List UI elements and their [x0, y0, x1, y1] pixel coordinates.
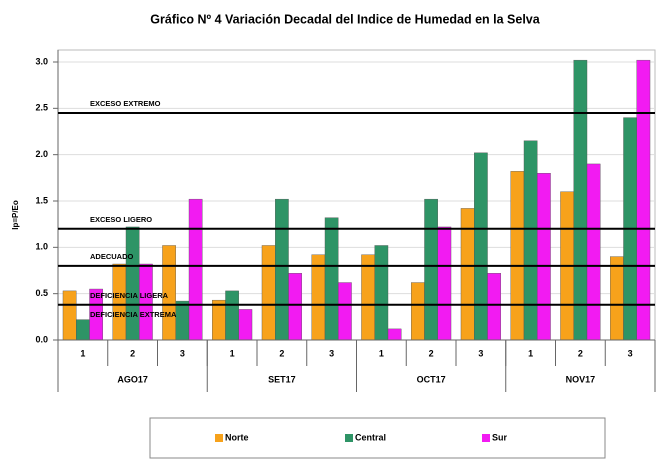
y-tick-label: 2.0: [35, 149, 48, 159]
x-tick-label: 1: [528, 348, 533, 358]
bar: [487, 273, 501, 341]
group-label: AGO17: [117, 374, 148, 384]
x-tick-label: 3: [329, 348, 334, 358]
bar: [573, 59, 588, 341]
x-tick-label: 3: [628, 348, 633, 358]
bar: [474, 152, 488, 341]
x-tick-label: 3: [478, 348, 483, 358]
zone-label: DEFICIENCIA LIGERA: [90, 291, 169, 300]
bar: [636, 59, 651, 341]
x-tick-label: 2: [578, 348, 583, 358]
bar: [374, 245, 389, 341]
chart-title: Gráfico Nº 4 Variación Decadal del Indic…: [150, 12, 540, 26]
group-label: SET17: [268, 374, 296, 384]
bar: [125, 226, 140, 341]
bar: [610, 256, 624, 341]
y-tick-label: 0.5: [35, 288, 48, 298]
bar: [238, 309, 253, 341]
x-tick-label: 2: [429, 348, 434, 358]
legend-swatch: [345, 434, 353, 442]
bar: [62, 290, 77, 341]
plot-area: [57, 49, 656, 341]
x-tick-label: 1: [230, 348, 235, 358]
bar: [324, 217, 339, 341]
bar: [387, 328, 402, 341]
bar: [311, 254, 326, 341]
bar: [112, 263, 127, 341]
legend-label: Norte: [225, 432, 249, 442]
zone-label: EXCESO EXTREMO: [90, 99, 161, 108]
y-tick-label: 1.5: [35, 195, 48, 205]
legend-swatch: [215, 434, 223, 442]
bar: [510, 171, 525, 341]
bar: [288, 273, 302, 341]
group-label: NOV17: [566, 374, 596, 384]
bar: [212, 299, 226, 341]
bar: [275, 198, 289, 341]
bar: [225, 290, 239, 341]
y-tick-label: 1.0: [35, 242, 48, 252]
y-tick-label: 3.0: [35, 56, 48, 66]
y-tick-label: 0.0: [35, 334, 48, 344]
legend-label: Sur: [492, 432, 508, 442]
bar: [424, 198, 438, 341]
zone-label: ADECUADO: [90, 252, 134, 261]
x-tick-label: 1: [379, 348, 384, 358]
bar: [338, 282, 352, 341]
zone-label: EXCESO LIGERO: [90, 215, 152, 224]
bar: [586, 163, 601, 341]
zone-label: DEFICIENCIA EXTREMA: [90, 310, 177, 319]
x-tick-label: 1: [80, 348, 85, 358]
legend-box: [149, 417, 606, 459]
group-label: OCT17: [417, 374, 446, 384]
bar: [76, 319, 90, 341]
legend-swatch: [482, 434, 490, 442]
x-tick-label: 2: [130, 348, 135, 358]
y-tick-label: 2.5: [35, 103, 48, 113]
bar: [261, 245, 276, 341]
bar: [437, 226, 452, 341]
bar: [139, 263, 153, 341]
bar: [411, 282, 425, 341]
x-tick-label: 2: [279, 348, 284, 358]
y-axis-label: Ip=P/Eo: [11, 200, 20, 230]
bar: [361, 254, 375, 341]
bar: [188, 198, 203, 341]
legend-label: Central: [355, 432, 386, 442]
bar: [523, 140, 538, 341]
bar: [537, 172, 551, 341]
x-tick-label: 3: [180, 348, 185, 358]
bar: [175, 300, 190, 341]
